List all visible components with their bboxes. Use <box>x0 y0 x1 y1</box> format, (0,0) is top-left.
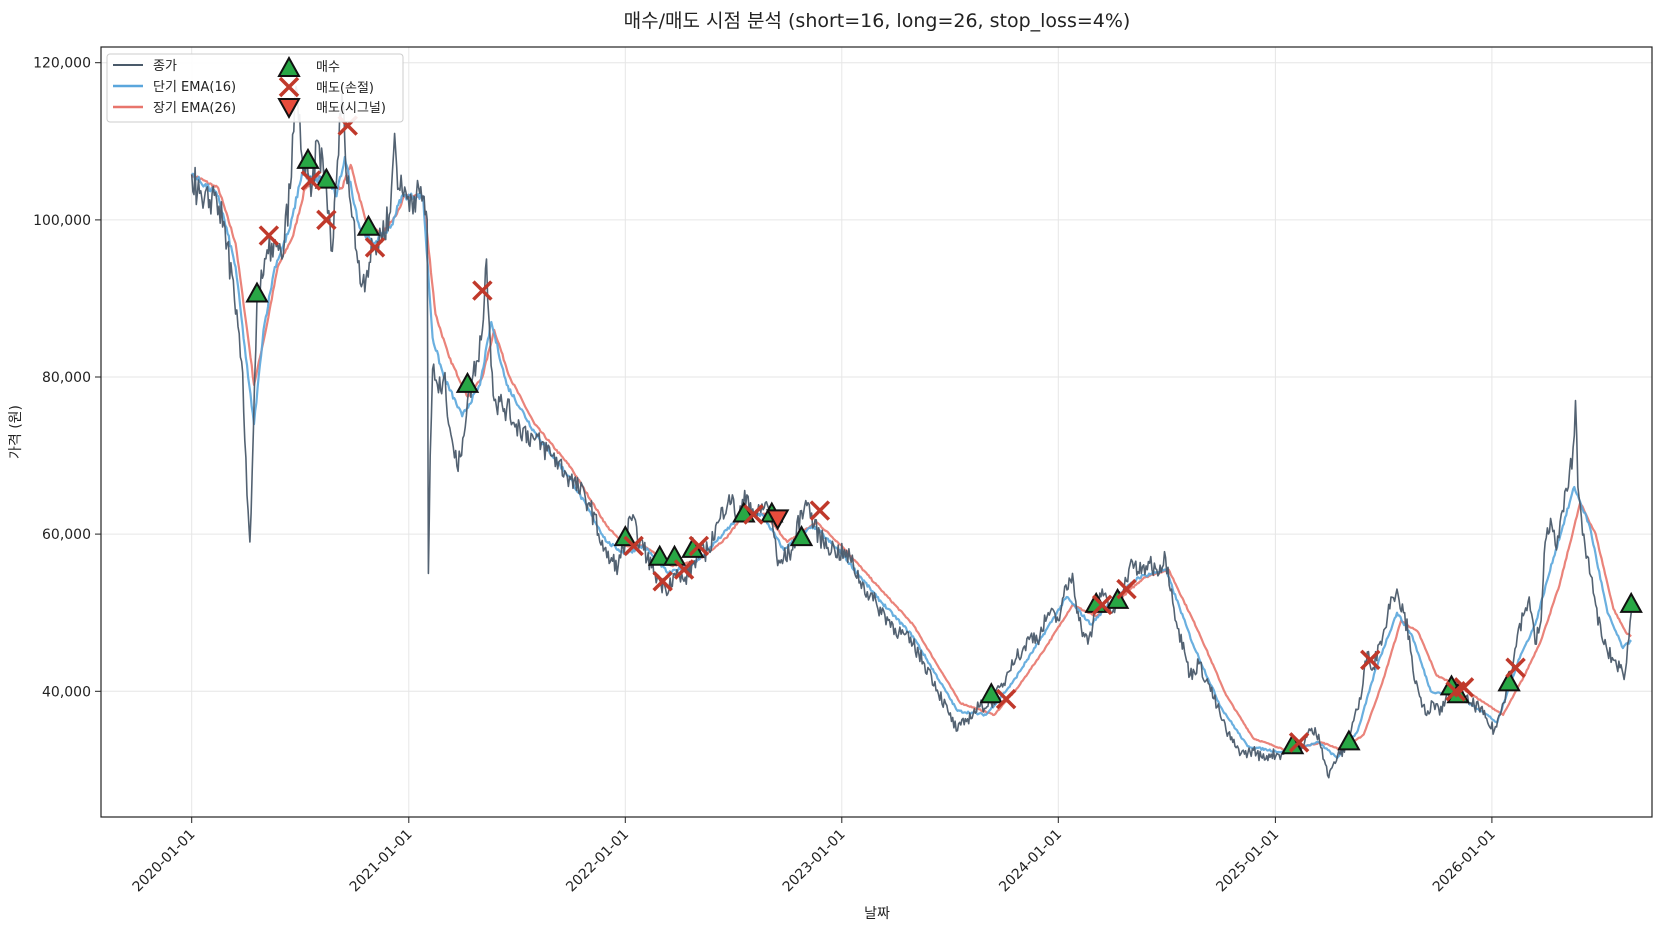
buy-marker <box>648 544 672 566</box>
series-line-long-ema <box>190 163 1632 752</box>
series-line-close <box>190 85 1632 779</box>
y-tick-label: 40,000 <box>42 684 91 700</box>
legend-label-stop-loss: 매도(손절) <box>316 81 374 96</box>
buy-marker <box>356 214 381 236</box>
buy-marker <box>979 682 1003 704</box>
legend-label-close: 종가 <box>153 59 177 74</box>
stop-loss-marker <box>364 237 386 258</box>
stop-loss-marker <box>743 504 764 525</box>
buy-marker <box>1497 670 1521 692</box>
buy-marker <box>314 167 339 189</box>
buy-marker <box>455 371 480 393</box>
chart-title: 매수/매도 시점 분석 (short=16, long=26, stop_los… <box>624 10 1131 32</box>
stop-loss-marker <box>1091 594 1113 616</box>
x-axis-label: 날짜 <box>864 906 890 922</box>
legend-label-buy: 매수 <box>316 60 340 75</box>
y-axis-label: 가격 (원) <box>8 405 24 459</box>
stop-loss-marker <box>652 571 673 592</box>
y-tick-label: 120,000 <box>33 56 91 72</box>
legend-label-sell-signal: 매도(시그널) <box>316 101 386 116</box>
legend-label-short-ema: 단기 EMA(16) <box>153 80 236 95</box>
y-axis-ticks: 40,000 60,000 80,000 100,000 120,000 <box>33 56 101 700</box>
buy-marker <box>1105 587 1130 609</box>
stop-loss-marker <box>623 535 644 557</box>
buy-marker <box>296 147 320 169</box>
legend-frame <box>106 53 404 123</box>
stop-loss-marker <box>1453 677 1475 698</box>
stop-loss-marker <box>688 535 710 557</box>
stop-loss-marker <box>316 209 337 231</box>
legend-buy-icon <box>277 55 301 77</box>
series-line-short-ema <box>191 155 1632 760</box>
stop-loss-marker <box>258 225 280 246</box>
buy-marker <box>789 525 814 547</box>
legend-label-long-ema: 장기 EMA(26) <box>153 101 236 116</box>
legend-stop-loss-icon <box>278 76 300 98</box>
stop-loss-marker <box>300 170 322 191</box>
buy-marker <box>1619 591 1643 613</box>
sell-signal-marker <box>766 509 790 531</box>
stop-loss-marker <box>1288 732 1310 753</box>
stop-loss-marker <box>673 559 695 580</box>
buy-marker <box>662 544 687 566</box>
plot-area <box>100 46 1653 818</box>
stop-loss-marker <box>1116 578 1137 600</box>
stop-loss-marker <box>1505 657 1526 678</box>
legend-sell-signal-icon <box>277 98 301 120</box>
stop-loss-marker <box>1360 649 1381 671</box>
marker-layer <box>245 115 1643 755</box>
stop-loss-marker <box>809 500 831 521</box>
stop-loss-marker <box>472 280 493 301</box>
buy-marker <box>1337 729 1361 751</box>
legend: 종가 단기 EMA(16) 장기 EMA(26) 매수 매도(손절) 매도(시그… <box>106 53 404 123</box>
y-tick-label: 100,000 <box>33 213 91 229</box>
y-tick-label: 80,000 <box>42 370 91 386</box>
stop-loss-marker <box>995 688 1017 710</box>
y-tick-label: 60,000 <box>42 527 91 543</box>
series-layer <box>190 85 1632 779</box>
buy-marker <box>245 281 269 303</box>
